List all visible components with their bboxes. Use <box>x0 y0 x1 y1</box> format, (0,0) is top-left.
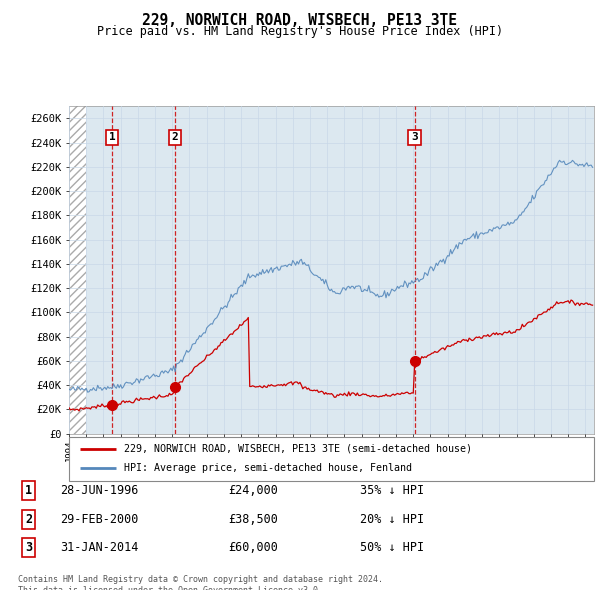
Text: 35% ↓ HPI: 35% ↓ HPI <box>360 484 424 497</box>
Text: Price paid vs. HM Land Registry's House Price Index (HPI): Price paid vs. HM Land Registry's House … <box>97 25 503 38</box>
Text: 2: 2 <box>25 513 32 526</box>
Text: £60,000: £60,000 <box>228 541 278 554</box>
Text: 2: 2 <box>172 132 179 142</box>
Text: 28-JUN-1996: 28-JUN-1996 <box>60 484 139 497</box>
Text: 29-FEB-2000: 29-FEB-2000 <box>60 513 139 526</box>
Text: 3: 3 <box>411 132 418 142</box>
Text: 20% ↓ HPI: 20% ↓ HPI <box>360 513 424 526</box>
Bar <box>69 106 86 434</box>
Text: 50% ↓ HPI: 50% ↓ HPI <box>360 541 424 554</box>
Text: 31-JAN-2014: 31-JAN-2014 <box>60 541 139 554</box>
Text: £38,500: £38,500 <box>228 513 278 526</box>
Text: HPI: Average price, semi-detached house, Fenland: HPI: Average price, semi-detached house,… <box>124 464 412 473</box>
Text: 1: 1 <box>109 132 115 142</box>
FancyBboxPatch shape <box>69 437 594 481</box>
Text: 229, NORWICH ROAD, WISBECH, PE13 3TE (semi-detached house): 229, NORWICH ROAD, WISBECH, PE13 3TE (se… <box>124 444 472 454</box>
Bar <box>69 106 86 434</box>
Text: 3: 3 <box>25 541 32 554</box>
Text: 229, NORWICH ROAD, WISBECH, PE13 3TE: 229, NORWICH ROAD, WISBECH, PE13 3TE <box>143 13 458 28</box>
Text: 1: 1 <box>25 484 32 497</box>
Text: Contains HM Land Registry data © Crown copyright and database right 2024.
This d: Contains HM Land Registry data © Crown c… <box>18 575 383 590</box>
Text: £24,000: £24,000 <box>228 484 278 497</box>
